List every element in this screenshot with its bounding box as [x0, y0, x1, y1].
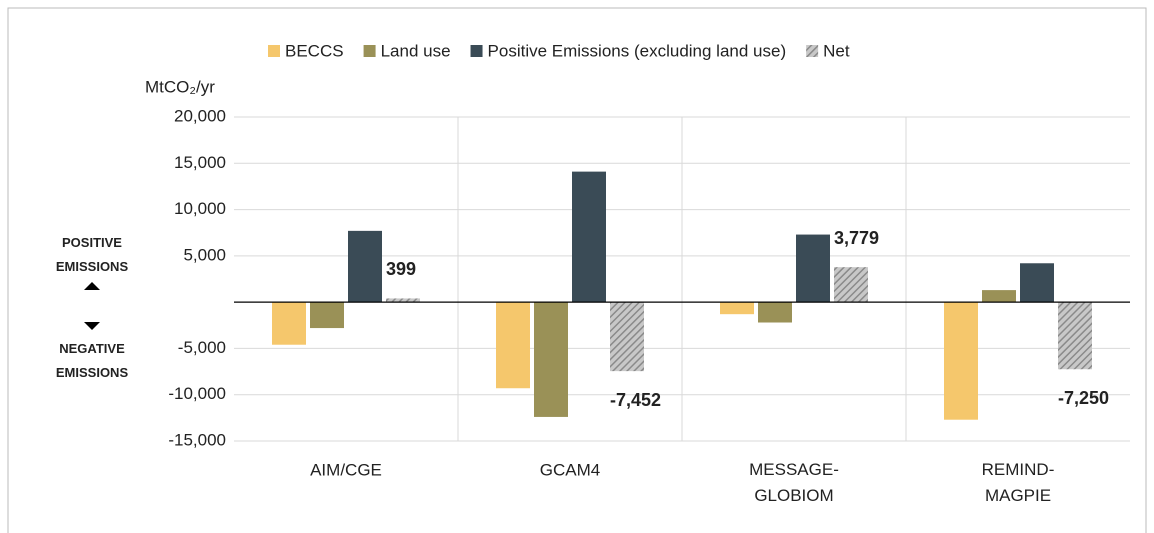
bar [386, 298, 420, 303]
annotation-line: EMISSIONS [56, 259, 129, 274]
bar [1020, 263, 1054, 303]
bar [944, 302, 978, 420]
legend-label: Net [823, 41, 850, 60]
bar [1058, 302, 1092, 370]
annotation: NEGATIVE EMISSIONS [56, 341, 129, 380]
data-label: -7,452 [610, 390, 661, 410]
y-tick-label: -5,000 [178, 338, 226, 357]
x-tick-label: MESSAGE- GLOBIOM [749, 460, 839, 505]
data-label: -7,250 [1058, 388, 1109, 408]
bar [610, 302, 644, 372]
annotation-line: NEGATIVE [59, 341, 125, 356]
x-tick-line: MESSAGE- [749, 460, 839, 479]
bar [720, 302, 754, 315]
bar [834, 267, 868, 303]
bar [758, 302, 792, 323]
legend-swatch [806, 45, 819, 57]
y-tick-label: 20,000 [174, 106, 226, 125]
data-label: 3,779 [834, 228, 879, 248]
x-tick-label: REMIND- MAGPIE [982, 460, 1055, 505]
y-axis-label: MtCO₂/yr [145, 77, 215, 96]
x-tick-line: GLOBIOM [754, 486, 833, 505]
bar [272, 302, 306, 345]
bar [534, 302, 568, 417]
bar [982, 290, 1016, 303]
annotation: POSITIVE EMISSIONS [56, 235, 129, 274]
annotation-line: EMISSIONS [56, 365, 129, 380]
bar [310, 302, 344, 329]
x-tick-line: REMIND- [982, 460, 1055, 479]
x-tick-label: GCAM4 [540, 460, 600, 479]
x-tick-line: MAGPIE [985, 486, 1051, 505]
bar [496, 302, 530, 389]
bar [796, 234, 830, 303]
bar [348, 230, 382, 303]
bar [572, 171, 606, 303]
legend-swatch [363, 45, 376, 57]
y-tick-label: -15,000 [168, 430, 226, 449]
y-tick-label: 5,000 [183, 245, 226, 264]
legend-swatch [268, 45, 280, 57]
annotation-line: POSITIVE [62, 235, 122, 250]
arrow-down [84, 322, 100, 330]
legend-label: BECCS [285, 41, 344, 60]
frame [7, 7, 1147, 533]
arrow-up [84, 282, 100, 290]
x-tick-label: AIM/CGE [310, 460, 382, 479]
y-tick-label: -10,000 [168, 384, 226, 403]
data-label: 399 [386, 259, 416, 279]
legend-label: Land use [381, 41, 451, 60]
y-tick-label: 15,000 [174, 153, 226, 172]
y-tick-label: 10,000 [174, 199, 226, 218]
legend-label: Positive Emissions (excluding land use) [488, 41, 787, 60]
legend-swatch [470, 45, 483, 57]
